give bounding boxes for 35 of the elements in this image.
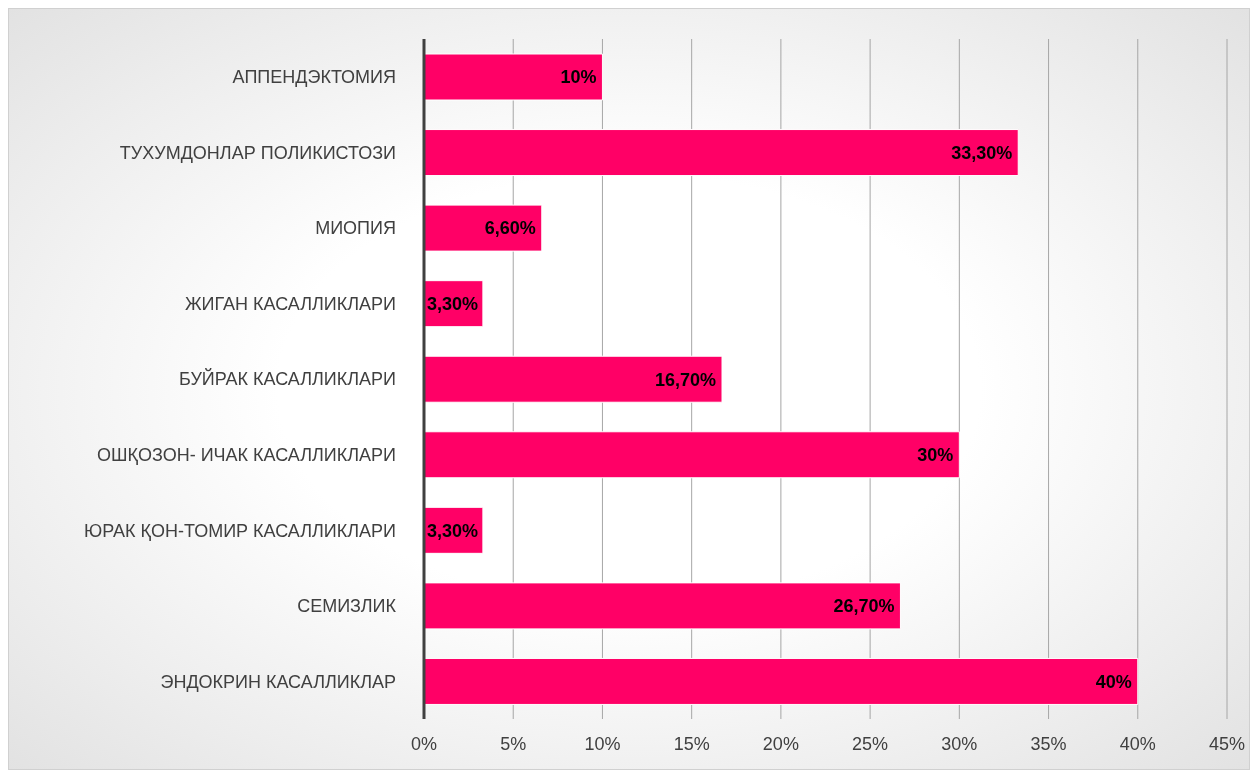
- x-tick-label: 30%: [941, 733, 978, 754]
- y-tick-label: МИОПИЯ: [315, 218, 396, 239]
- y-tick-label: СЕМИЗЛИК: [297, 596, 397, 617]
- x-tick-label: 5%: [500, 733, 527, 754]
- data-label: 10%: [560, 67, 597, 88]
- data-label: 6,60%: [484, 218, 536, 239]
- y-tick-label: АППЕНДЭКТОМИЯ: [232, 67, 396, 88]
- y-tick-label: ЭНДОКРИН КАСАЛЛИКЛАР: [160, 671, 396, 692]
- data-label: 16,70%: [654, 369, 716, 390]
- data-label: 33,30%: [951, 142, 1013, 163]
- data-label: 3,30%: [426, 293, 478, 314]
- bar: [424, 431, 960, 479]
- x-tick-label: 15%: [673, 733, 710, 754]
- x-tick-label: 0%: [410, 733, 438, 754]
- y-tick-label: ЖИГАН КАСАЛЛИКЛАРИ: [184, 293, 396, 314]
- bar: [424, 582, 901, 630]
- x-tick-label: 20%: [762, 733, 799, 754]
- data-label: 26,70%: [833, 596, 895, 617]
- data-label: 40%: [1095, 671, 1132, 692]
- x-tick-label: 35%: [1030, 733, 1067, 754]
- y-tick-label: ЮРАК ҚОН-ТОМИР КАСАЛЛИКЛАРИ: [84, 520, 396, 541]
- data-label: 3,30%: [426, 520, 478, 541]
- bar: [424, 129, 1019, 177]
- bar: [424, 53, 603, 101]
- x-tick-label: 25%: [852, 733, 889, 754]
- bar: [424, 204, 543, 252]
- y-tick-label: БУЙРАК КАСАЛЛИКЛАРИ: [179, 368, 396, 390]
- x-tick-label: 40%: [1119, 733, 1156, 754]
- x-tick-label: 45%: [1208, 733, 1246, 754]
- bar: [424, 657, 1139, 705]
- bar: [424, 355, 723, 403]
- y-tick-label: ТУХУМДОНЛАР ПОЛИКИСТОЗИ: [119, 142, 396, 163]
- data-label: 30%: [917, 445, 954, 466]
- x-tick-label: 10%: [584, 733, 621, 754]
- y-tick-label: ОШҚОЗОН- ИЧАК КАСАЛЛИКЛАРИ: [97, 444, 396, 465]
